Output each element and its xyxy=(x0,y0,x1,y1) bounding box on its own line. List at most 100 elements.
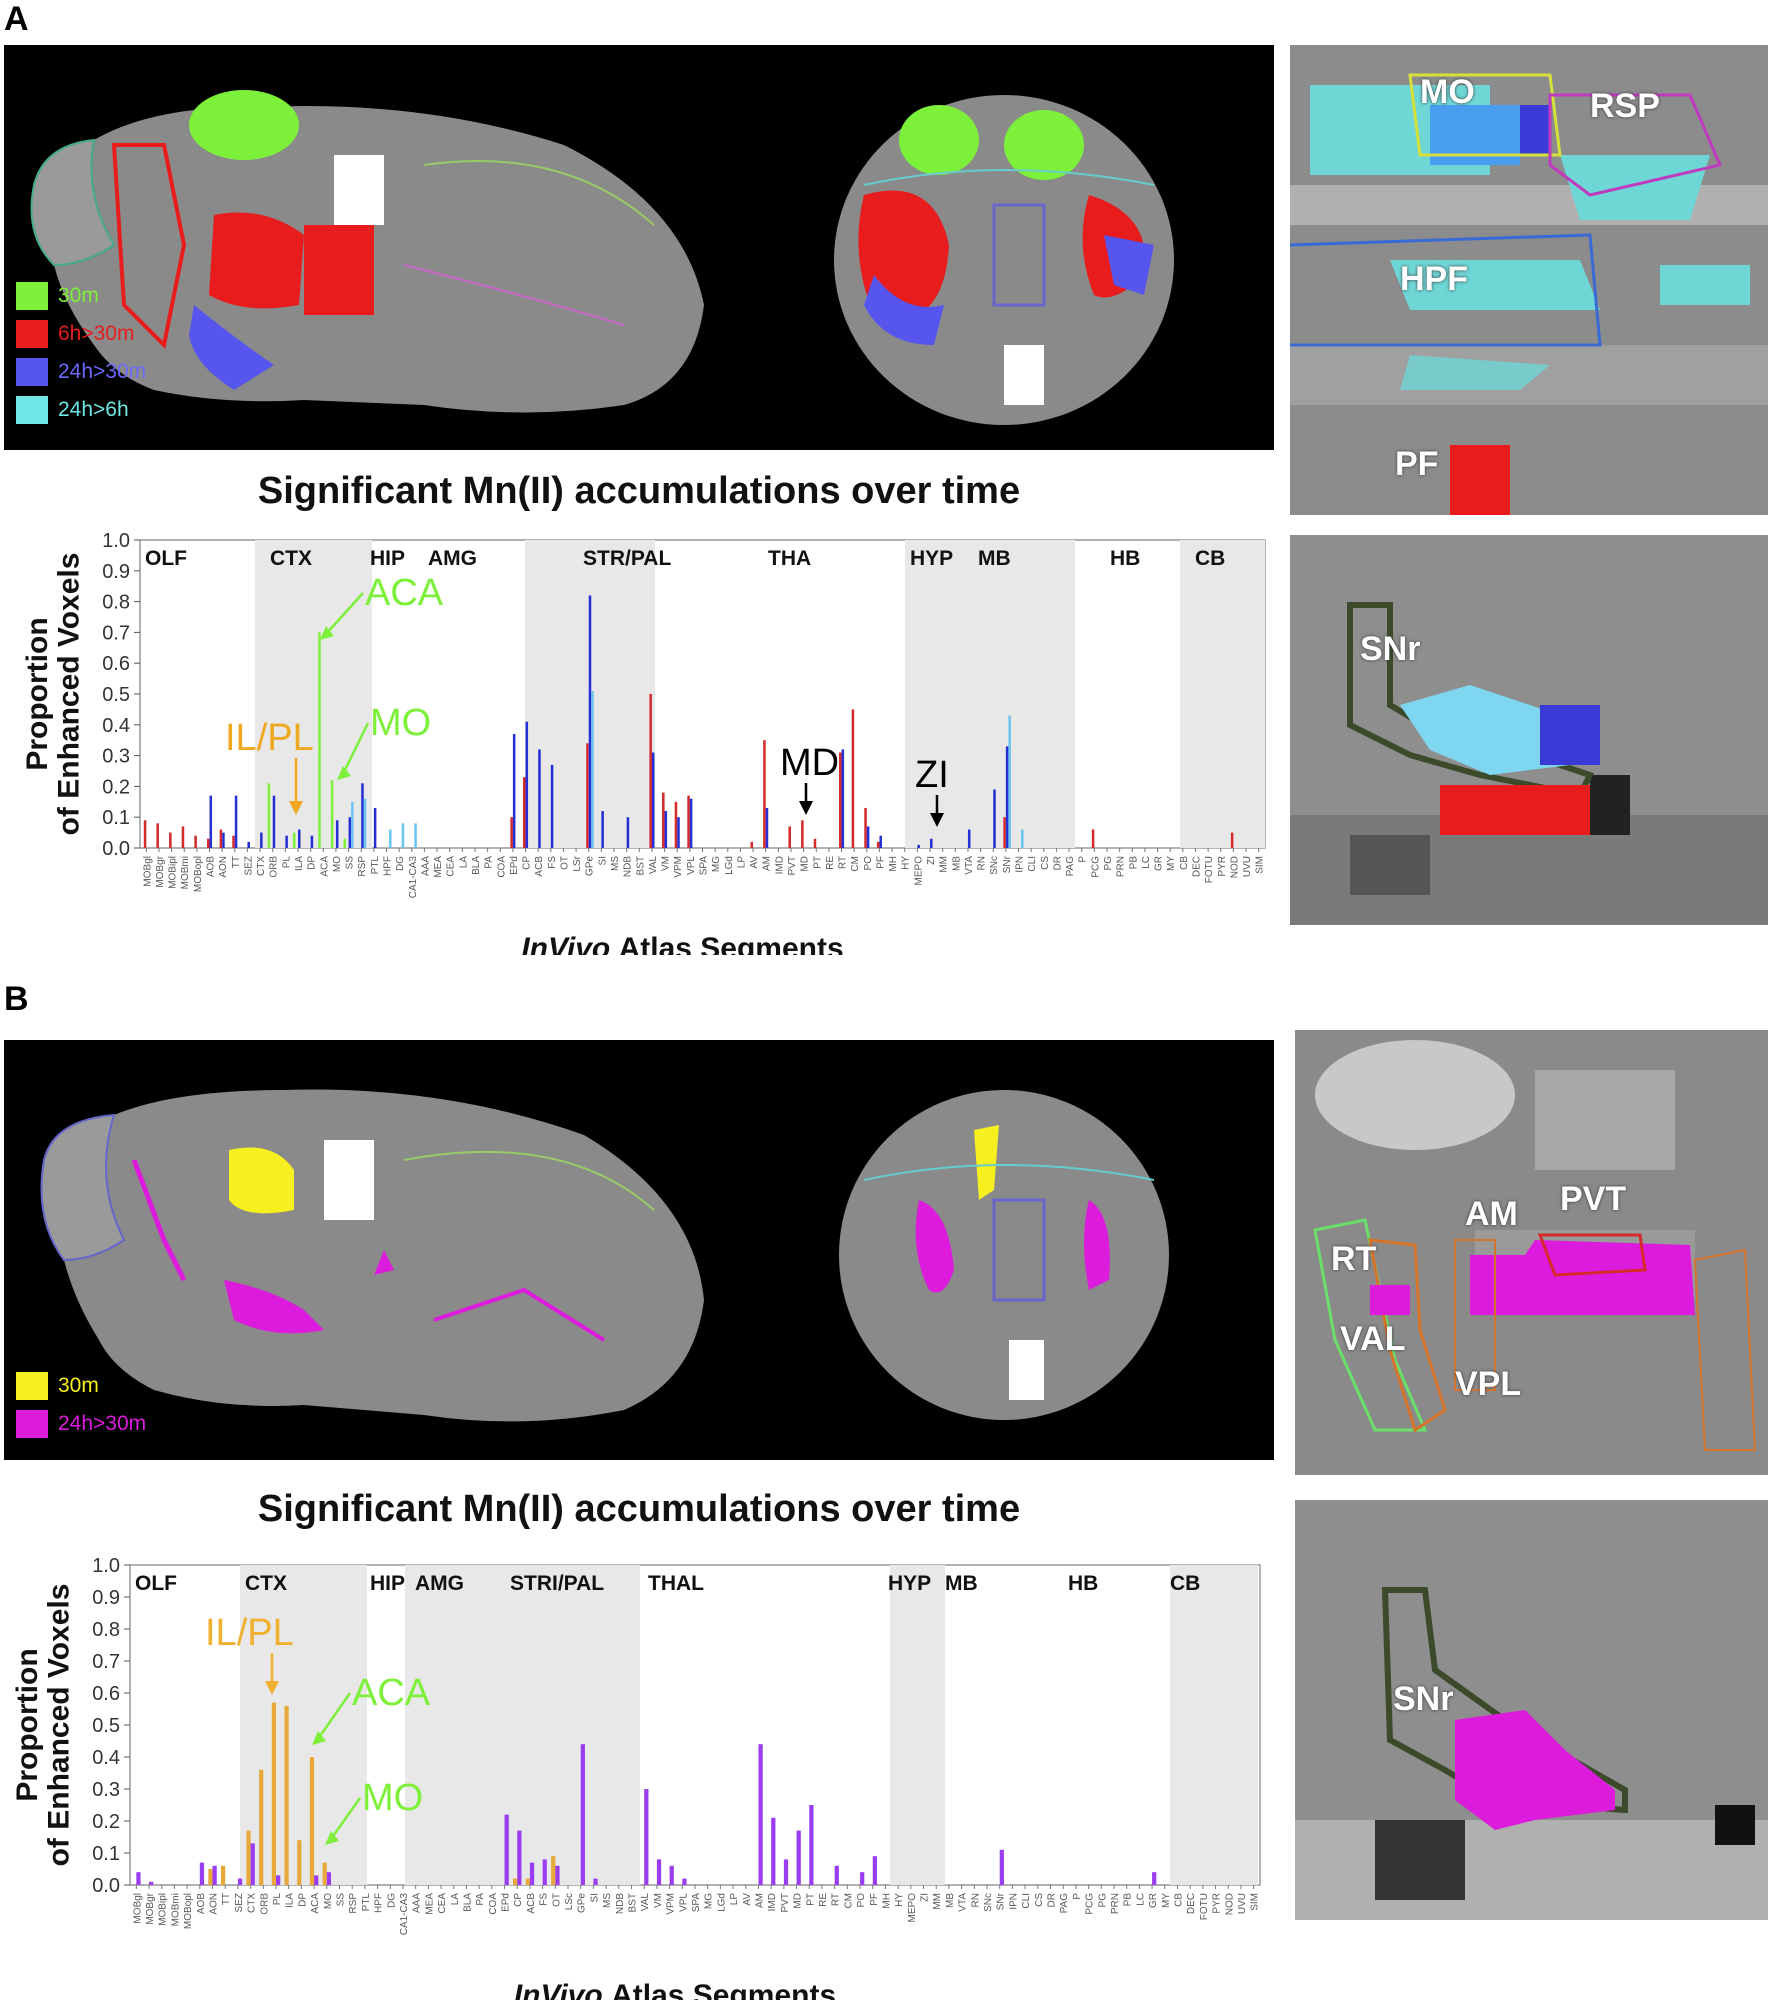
y-tick-label: 0.9 xyxy=(92,1587,120,1609)
y-tick-label: 0.2 xyxy=(92,1811,120,1833)
x-tick-label: IMD xyxy=(767,1893,778,1911)
x-tick-label: NOD xyxy=(1224,1893,1235,1915)
x-tick-label: EPd xyxy=(509,856,520,875)
x-tick-label: CEA xyxy=(446,856,457,877)
x-tick-label: LSc xyxy=(564,1893,575,1910)
x-tick-label: UVU xyxy=(1237,1893,1248,1914)
bar-24h>30m xyxy=(999,1849,1004,1885)
x-tick-label: RN xyxy=(970,1893,981,1907)
x-tick-label: PVT xyxy=(780,1893,791,1912)
y-tick-label: 0.0 xyxy=(102,838,130,860)
bar-6h>30m xyxy=(674,801,678,848)
y-tick-label: 0.8 xyxy=(92,1619,120,1641)
bar-24h>6h xyxy=(389,829,392,848)
bar-6h>30m xyxy=(763,740,766,848)
x-tick-label: VPL xyxy=(686,856,697,875)
x-tick-label: PB xyxy=(1128,856,1139,870)
bar-24h>30m xyxy=(1005,746,1009,848)
x-tick-label: SS xyxy=(335,1893,346,1907)
annotation-label: IL/PL xyxy=(225,717,314,759)
figure-title-a: Significant Mn(II) accumulations over ti… xyxy=(257,470,1021,512)
region-shade xyxy=(905,540,1075,848)
x-tick-label: CTX xyxy=(247,1893,258,1913)
inset-b1: AM PVT RT VAL VPL xyxy=(1295,1030,1768,1475)
x-tick-label: VPM xyxy=(673,856,684,878)
bar-24h>30m xyxy=(917,844,920,848)
annotation-label: MO xyxy=(362,1777,423,1819)
region-shade xyxy=(255,540,372,848)
x-tick-label: PCG xyxy=(1090,856,1101,878)
x-tick-label: CEA xyxy=(437,1893,448,1914)
x-tick-label: LSr xyxy=(572,855,583,871)
x-tick-label: SIM xyxy=(1250,1893,1261,1911)
x-tick-label: MH xyxy=(888,856,899,872)
x-tick-label: LA xyxy=(458,856,469,869)
bar-24h>30m xyxy=(879,835,882,848)
x-tick-label: LC xyxy=(1135,1893,1146,1906)
x-tick-label: PT xyxy=(812,856,823,869)
x-tick-label: MOBgr xyxy=(155,855,166,887)
annotation-arrow xyxy=(325,592,364,635)
x-tick-label: RT xyxy=(838,856,849,869)
x-tick-label: PL xyxy=(281,856,292,869)
annotation-arrowhead xyxy=(265,1681,279,1695)
bar-30m xyxy=(525,1878,530,1885)
x-tick-label: PT xyxy=(805,1893,816,1906)
region-label: THAL xyxy=(648,1572,704,1595)
bar-24h>30m xyxy=(272,795,276,848)
y-tick-label: 0.1 xyxy=(92,1843,120,1865)
bar-24h>30m xyxy=(993,789,996,848)
x-tick-label: SEZ xyxy=(243,856,254,875)
bar-24h>30m xyxy=(512,734,516,848)
x-tick-label: PG xyxy=(1103,856,1114,871)
legend-swatch xyxy=(16,320,48,348)
x-tick-label: SNr xyxy=(1002,855,1013,873)
x-tick-label: HPF xyxy=(382,856,393,876)
x-tick-label: CA1-CA3 xyxy=(408,856,419,899)
x-tick-label: BLA xyxy=(471,856,482,875)
brain-slices-a xyxy=(30,90,1174,425)
x-tick-label: MOBipl xyxy=(168,856,179,889)
bar-24h>30m xyxy=(326,1872,332,1885)
x-tick-label: NOD xyxy=(1229,856,1240,878)
x-tick-label: OT xyxy=(551,1893,562,1907)
bar-24h>30m xyxy=(809,1805,814,1885)
bar-30m xyxy=(292,832,296,848)
x-tick-label: P xyxy=(1072,1893,1083,1900)
bar-24h>30m xyxy=(601,811,604,848)
x-tick-label: PYR xyxy=(1217,856,1228,877)
y-tick-label: 0.5 xyxy=(102,684,130,706)
bar-6h>30m xyxy=(662,792,665,848)
bar-24h>30m xyxy=(689,798,693,848)
bar-24h>30m xyxy=(555,1865,560,1885)
bar-24h>30m xyxy=(310,835,314,848)
x-tick-label: MOBmi xyxy=(180,856,191,889)
x-tick-label: DR xyxy=(1052,856,1063,870)
x-tick-label: PO xyxy=(863,856,874,871)
chart-b-svg: 0.0 0.1 0.2 0.3 0.4 0.5 0.6 0.7 0.8 0.9 1.0 Proport… xyxy=(11,1555,1261,2006)
x-tick-label: VTA xyxy=(964,856,975,875)
bar-24h>30m xyxy=(529,1862,535,1885)
x-tick-label: P xyxy=(1078,856,1089,863)
x-tick-label: CP xyxy=(522,856,533,870)
region-label: OLF xyxy=(135,1572,177,1595)
x-tick-label: ZI xyxy=(926,856,937,865)
bar-24h>30m xyxy=(314,1875,319,1885)
bar-24h>30m xyxy=(580,1744,585,1885)
x-tick-label: MG xyxy=(711,856,722,872)
x-tick-label: RE xyxy=(818,1893,829,1907)
annotation-arrow xyxy=(329,1797,362,1840)
x-tick-label: AOB xyxy=(206,856,217,877)
x-tick-label: CM xyxy=(850,856,861,872)
x-tick-label: MOBmi xyxy=(170,1893,181,1926)
x-tick-label: AAA xyxy=(420,856,431,876)
bar-24h>6h xyxy=(351,801,354,848)
x-tick-label: CM xyxy=(843,1893,854,1909)
region-label: AMG xyxy=(415,1572,464,1595)
bar-24h>6h xyxy=(591,690,594,848)
x-tick-label: RN xyxy=(977,856,988,870)
bar-24h>30m xyxy=(771,1817,776,1885)
x-tick-label: PAG xyxy=(1059,1893,1070,1914)
x-tick-label: SPA xyxy=(699,856,710,876)
inset-label: AM xyxy=(1465,1195,1518,1233)
